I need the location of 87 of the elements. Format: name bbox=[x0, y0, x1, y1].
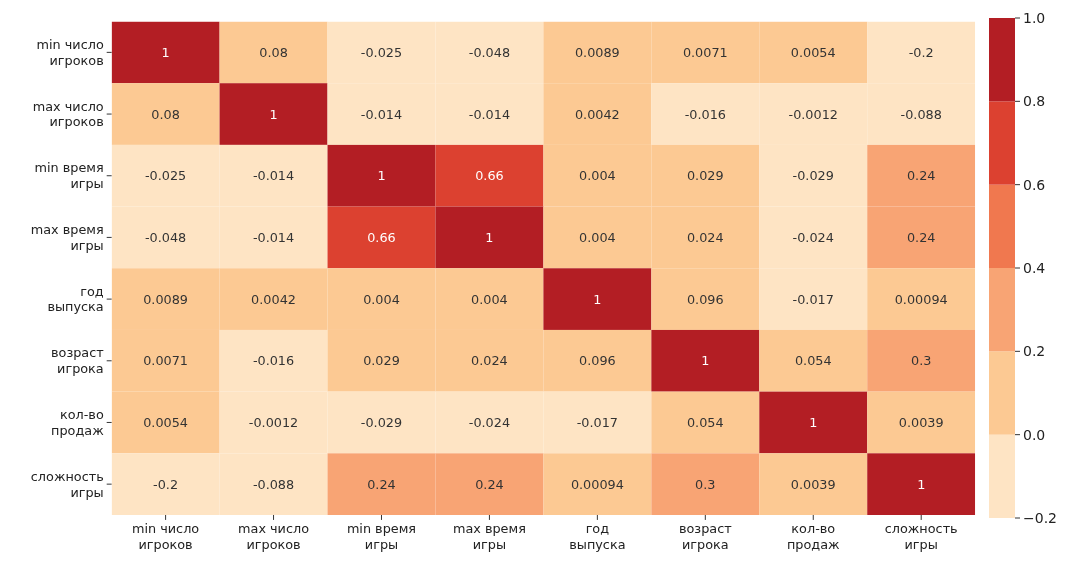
data-label: -0.014 bbox=[468, 106, 511, 122]
data-label: 0.24 bbox=[367, 476, 396, 492]
data-label: -0.017 bbox=[576, 414, 619, 430]
data-label: 0.0071 bbox=[143, 353, 189, 369]
x-tick-label: возраст игрока bbox=[678, 520, 733, 552]
data-label: 0.004 bbox=[471, 291, 508, 307]
y-tick-label: max число игроков bbox=[32, 98, 104, 130]
data-label: -0.014 bbox=[252, 229, 295, 245]
data-label: 0.024 bbox=[686, 229, 724, 245]
x-tick-label: max время игры bbox=[452, 520, 526, 552]
data-label: 0.24 bbox=[906, 229, 936, 245]
data-label: -0.024 bbox=[792, 229, 834, 245]
data-label: 1 bbox=[377, 168, 386, 184]
data-label: 1 bbox=[269, 106, 278, 122]
data-label: -0.016 bbox=[252, 353, 295, 369]
data-label: 1 bbox=[809, 414, 818, 430]
data-label: 1 bbox=[701, 353, 710, 369]
data-label: 0.0089 bbox=[143, 291, 189, 307]
data-label: 1 bbox=[161, 44, 170, 60]
y-tick-label: кол-во продаж bbox=[51, 407, 105, 438]
color-bar-label: 0.6 bbox=[1023, 176, 1046, 193]
data-label: 0.004 bbox=[579, 229, 616, 245]
data-label: -0.029 bbox=[792, 168, 834, 184]
data-label: -0.2 bbox=[908, 44, 934, 60]
data-label: 0.24 bbox=[906, 168, 936, 184]
x-tick-label: сложность игры bbox=[884, 520, 958, 552]
x-tick-label: min число игроков bbox=[132, 520, 200, 552]
y-tick-label: возраст игрока bbox=[51, 345, 105, 377]
data-label: 0.096 bbox=[686, 291, 724, 307]
data-label: -0.016 bbox=[684, 106, 726, 122]
data-label: 0.0071 bbox=[682, 44, 728, 60]
data-label: 0.00094 bbox=[570, 476, 624, 492]
data-label: -0.024 bbox=[468, 414, 511, 430]
data-label: 0.096 bbox=[579, 353, 616, 369]
data-label: -0.0012 bbox=[788, 106, 838, 122]
color-bar-label: −0.2 bbox=[1023, 509, 1058, 526]
y-tick-label: max время игры bbox=[30, 222, 104, 253]
x-tick-label: min время игры bbox=[346, 520, 417, 552]
data-label: 0.054 bbox=[794, 353, 832, 369]
data-label: 0.024 bbox=[471, 353, 508, 369]
color-bar-label: 0.8 bbox=[1023, 93, 1046, 110]
x-tick-label: год выпуска bbox=[569, 520, 626, 552]
data-label: -0.048 bbox=[468, 44, 511, 60]
data-label: -0.088 bbox=[900, 106, 942, 122]
data-label: 0.24 bbox=[475, 476, 504, 492]
data-label: -0.088 bbox=[252, 476, 295, 492]
data-label: 0.0039 bbox=[790, 476, 836, 492]
data-label: -0.017 bbox=[792, 291, 834, 307]
y-tick-label: сложность игры bbox=[30, 468, 104, 500]
data-label: -0.025 bbox=[144, 168, 187, 184]
data-label: 0.0054 bbox=[790, 44, 836, 60]
data-label: 1 bbox=[485, 229, 494, 245]
data-label: -0.2 bbox=[153, 476, 179, 492]
data-label: -0.025 bbox=[360, 44, 403, 60]
data-label: 0.08 bbox=[151, 106, 180, 122]
color-bar-label: 1.0 bbox=[1023, 9, 1046, 26]
y-tick-label: год выпуска bbox=[47, 283, 104, 315]
data-label: 0.3 bbox=[911, 353, 932, 369]
data-label: 0.66 bbox=[367, 229, 396, 245]
data-label: 0.0042 bbox=[251, 291, 296, 307]
data-label: -0.014 bbox=[360, 106, 403, 122]
data-label: 0.029 bbox=[363, 353, 400, 369]
color-bar-label: 0.2 bbox=[1023, 343, 1046, 360]
data-label: 1 bbox=[917, 476, 926, 492]
data-label: 0.0054 bbox=[143, 414, 189, 430]
y-tick-label: min время игры bbox=[34, 160, 104, 192]
data-label: -0.0012 bbox=[248, 414, 299, 430]
data-label: 0.054 bbox=[686, 414, 724, 430]
data-label: 0.66 bbox=[475, 168, 504, 184]
y-tick-label: min число игроков bbox=[36, 36, 104, 68]
data-label: 0.00094 bbox=[894, 291, 948, 307]
color-bar-label: 0.4 bbox=[1023, 259, 1046, 276]
data-label: 0.004 bbox=[579, 168, 616, 184]
data-label: -0.048 bbox=[144, 229, 187, 245]
data-label: 0.0042 bbox=[574, 106, 620, 122]
data-label: 0.0039 bbox=[898, 414, 944, 430]
data-label: 0.004 bbox=[363, 291, 400, 307]
color-bar-label: 0.0 bbox=[1023, 426, 1046, 443]
data-label: 0.0089 bbox=[574, 44, 620, 60]
data-label: -0.014 bbox=[252, 168, 295, 184]
x-tick-label: кол-во продаж bbox=[786, 520, 841, 552]
x-tick-label: max число игроков bbox=[238, 520, 310, 552]
data-label: 1 bbox=[593, 291, 602, 307]
data-label: -0.029 bbox=[360, 414, 403, 430]
data-label: 0.08 bbox=[259, 44, 288, 60]
data-label: 0.029 bbox=[686, 168, 724, 184]
data-label: 0.3 bbox=[695, 476, 716, 492]
